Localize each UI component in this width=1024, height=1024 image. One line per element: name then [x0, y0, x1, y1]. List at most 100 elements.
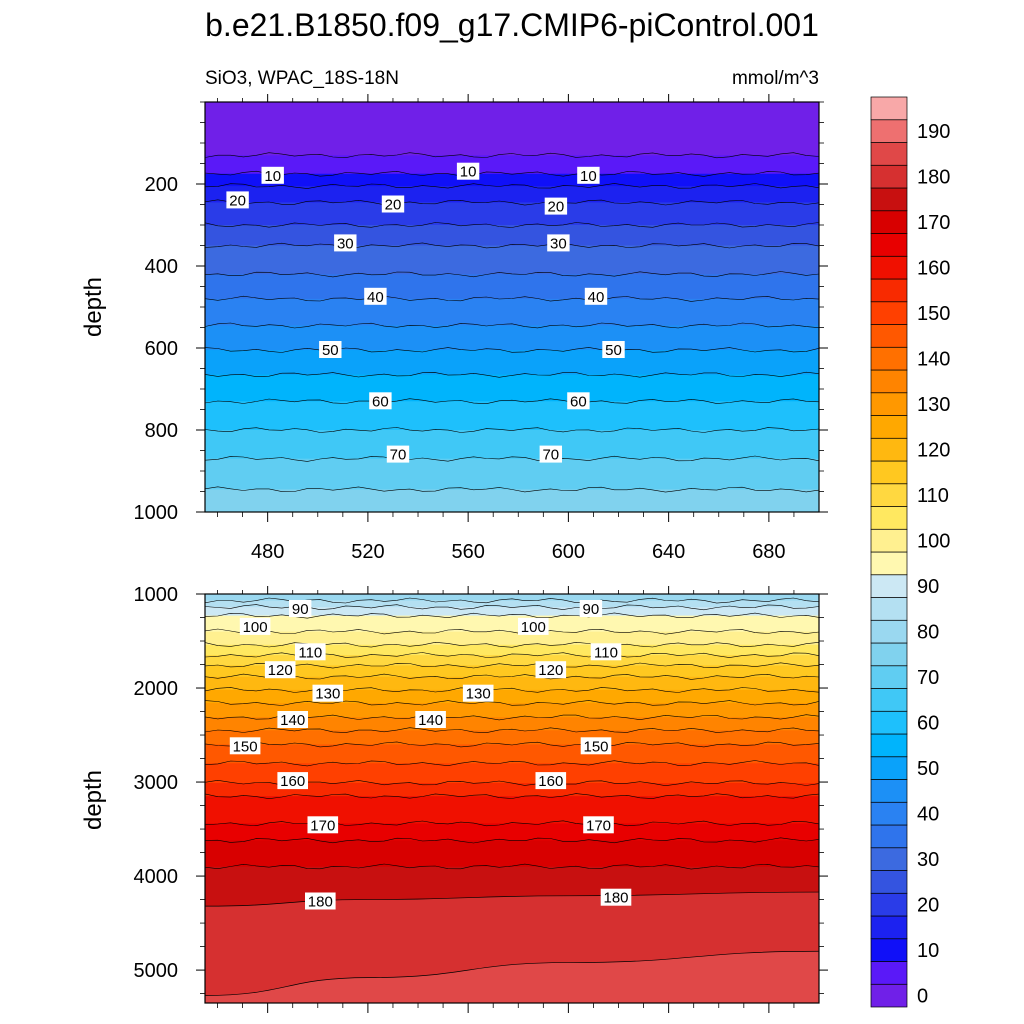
y-tick-label: 1000: [134, 502, 179, 524]
colorbar-box: [870, 210, 908, 234]
contour-label-box: [600, 888, 632, 906]
upper-contour-label: 50: [602, 341, 625, 359]
contour-label-text: 150: [233, 738, 258, 755]
colorbar-label: 150: [917, 303, 950, 325]
colorbar-box: [870, 392, 908, 416]
upper-y-axis-label: depth: [80, 277, 107, 337]
upper-contour-label: 20: [226, 191, 249, 209]
colorbar-box: [870, 824, 908, 849]
upper-contour-label: 20: [544, 197, 568, 216]
lower-contour-label: 100: [518, 617, 549, 636]
contour-label-text: 40: [367, 289, 384, 306]
contour-label-text: 30: [550, 235, 567, 252]
colorbar-label: 170: [917, 212, 950, 234]
colorbar-box: [870, 164, 908, 189]
contour-label-text: 100: [521, 619, 546, 636]
colorbar-box: [870, 346, 908, 371]
colorbar-box: [870, 892, 908, 917]
contour-line-185: [205, 950, 819, 996]
upper-contour-label: 20: [381, 195, 405, 214]
contour-line-145: [205, 741, 819, 748]
contour-line-60: [205, 398, 819, 405]
colorbar-box: [870, 961, 908, 985]
contour-line-70: [205, 455, 819, 462]
upper-band-45: [205, 325, 819, 352]
upper-fill-layer: [205, 102, 819, 512]
contour-label-box: [535, 661, 567, 679]
contour-label-text: 180: [308, 894, 333, 911]
contour-line-15: [205, 183, 819, 189]
contour-line-130: [205, 700, 819, 706]
contour-line-175: [205, 863, 819, 870]
colorbar-label: 70: [917, 667, 939, 689]
contour-line-55: [205, 371, 819, 378]
upper-axes: 480 520 560 600 640 680 200 400 600 800 1000: [134, 94, 828, 563]
upper-contour-label: 10: [456, 162, 480, 181]
upper-contour-label: 60: [369, 392, 392, 410]
lower-contour-label: 170: [307, 816, 339, 834]
upper-band-10: [205, 173, 819, 188]
upper-band-35: [205, 274, 819, 300]
lower-contour-label: 160: [535, 772, 567, 790]
x-tick-label: 480: [251, 541, 284, 563]
y-tick-label: 600: [145, 338, 178, 360]
colorbar-box: [870, 233, 908, 257]
lower-contour-label: 110: [295, 643, 326, 661]
contour-label-box: [319, 341, 342, 358]
contour-line-125: [205, 687, 819, 693]
colorbar-label: 160: [917, 258, 950, 280]
colorbar-label: 120: [917, 440, 950, 462]
contour-label-box: [590, 643, 622, 661]
lower-axes: 1000 2000 3000 4000 5000: [134, 584, 828, 1013]
contour-label-text: 20: [385, 197, 402, 214]
colorbar-box: [870, 255, 908, 280]
lower-band-120: [205, 676, 819, 691]
colorbar-box: [870, 528, 908, 553]
lower-contour-label: 150: [229, 737, 261, 755]
lower-contour-label: 100: [239, 617, 271, 636]
figure-title: b.e21.B1850.f09_g17.CMIP6-piControl.001: [205, 7, 819, 43]
contour-label-text: 40: [588, 289, 605, 306]
contour-label-text: 140: [418, 712, 443, 729]
contour-label-text: 10: [264, 168, 281, 185]
contour-line-120: [205, 673, 819, 680]
contour-label-box: [226, 191, 249, 209]
upper-contour-label: 50: [319, 341, 342, 359]
contour-label-box: [364, 287, 387, 305]
y-tick-label: 4000: [134, 866, 179, 888]
colorbar-box: [870, 551, 908, 576]
contour-label-text: 170: [586, 817, 611, 834]
contour-label-box: [544, 197, 568, 215]
upper-contour-lines: [205, 152, 819, 493]
contour-label-box: [547, 234, 570, 252]
lower-contour-label: 120: [264, 661, 296, 679]
upper-left-label: SiO3, WPAC_18S-18N: [205, 68, 399, 89]
contour-label-text: 90: [583, 601, 600, 618]
lower-y-axis-label: depth: [80, 770, 107, 830]
colorbar-label: 40: [917, 804, 939, 826]
lower-band-135: [205, 717, 819, 732]
lower-band-125: [205, 689, 819, 705]
contour-label-text: 100: [243, 619, 268, 636]
colorbar-label: 80: [917, 622, 939, 644]
lower-band-105: [205, 644, 819, 657]
colorbar-box: [870, 665, 908, 689]
contour-label-box: [584, 287, 608, 305]
contour-line-50: [205, 347, 819, 353]
lower-contour-label: 140: [277, 711, 308, 729]
contour-label-text: 10: [460, 164, 477, 181]
colorbar-box: [870, 915, 908, 940]
contour-label-text: 60: [372, 393, 389, 410]
colorbar-box: [870, 688, 908, 712]
lower-contour-label: 90: [579, 600, 603, 618]
upper-band-60: [205, 401, 819, 431]
colorbar-label: 20: [917, 895, 939, 917]
colorbar-box: [870, 710, 908, 735]
upper-band-5: [205, 155, 819, 175]
contour-label-box: [583, 816, 614, 834]
contour-label-box: [264, 661, 296, 679]
contour-label-box: [312, 684, 344, 702]
colorbar-box: [870, 324, 908, 348]
contour-label-box: [579, 600, 603, 617]
